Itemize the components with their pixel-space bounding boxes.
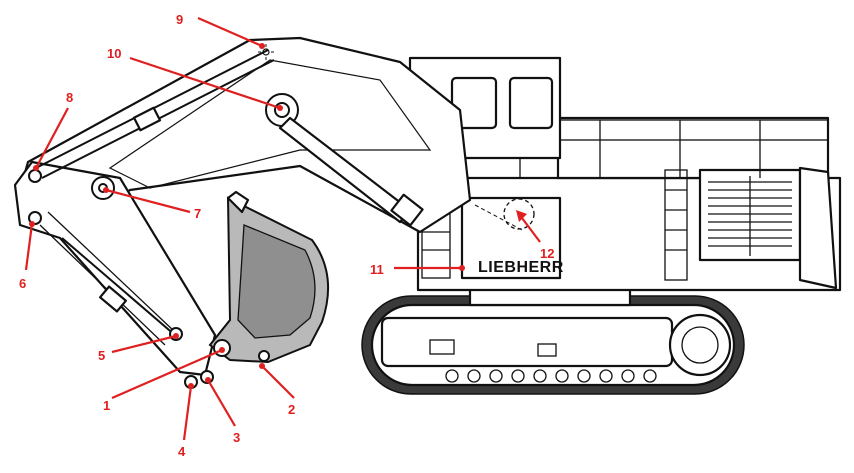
callout-2: 2 <box>259 363 295 417</box>
callout-8: 8 <box>33 90 73 171</box>
callout-4: 4 <box>178 383 194 459</box>
grease-point-9-icon <box>258 44 274 60</box>
callout-12: 12 <box>516 210 554 261</box>
svg-text:12: 12 <box>540 246 554 261</box>
callout-11: 11 <box>370 262 465 277</box>
svg-text:4: 4 <box>178 444 186 459</box>
callout-6: 6 <box>19 221 35 291</box>
svg-text:1: 1 <box>103 398 110 413</box>
boom <box>18 36 472 234</box>
svg-text:2: 2 <box>288 402 295 417</box>
callout-5: 5 <box>98 333 179 363</box>
brand-logo: LIEBHERR <box>478 259 564 276</box>
bucket <box>169 190 330 389</box>
svg-text:9: 9 <box>176 12 183 27</box>
svg-text:7: 7 <box>194 206 201 221</box>
svg-text:8: 8 <box>66 90 73 105</box>
callout-3: 3 <box>205 377 240 445</box>
crawler-track <box>361 281 745 395</box>
upper-carriage <box>408 56 842 292</box>
callout-7: 7 <box>103 187 201 221</box>
svg-text:11: 11 <box>370 262 384 277</box>
svg-text:10: 10 <box>107 46 121 61</box>
svg-text:5: 5 <box>98 348 105 363</box>
callout-1: 1 <box>103 347 225 413</box>
svg-text:6: 6 <box>19 276 26 291</box>
callout-9: 9 <box>176 12 265 49</box>
callout-10: 10 <box>107 46 283 111</box>
svg-text:3: 3 <box>233 430 240 445</box>
